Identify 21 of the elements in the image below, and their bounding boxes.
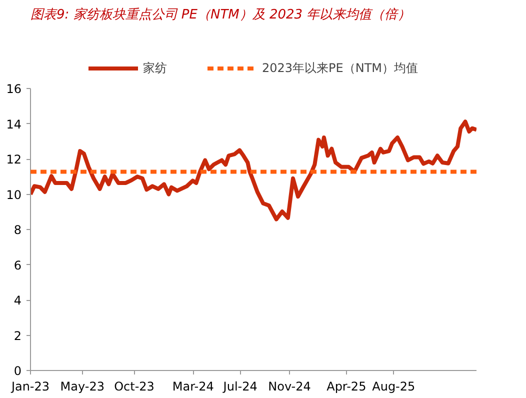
x-tick-label: Jul-24 <box>222 380 258 394</box>
y-tick-label: 4 <box>14 294 22 308</box>
x-tick-label: May-23 <box>60 380 104 394</box>
y-tick-label: 12 <box>6 152 22 166</box>
y-tick-label: 8 <box>14 223 22 237</box>
line-series <box>30 120 476 222</box>
x-tick-label: Apr-25 <box>326 380 366 394</box>
x-tick-label: Nov-24 <box>268 380 311 394</box>
y-tick-label: 6 <box>14 258 22 272</box>
x-tick-label: Aug-25 <box>372 380 416 394</box>
y-tick-label: 10 <box>6 188 22 202</box>
y-tick-label: 2 <box>14 328 22 343</box>
y-tick-label: 16 <box>6 82 22 96</box>
x-tick-label: Oct-23 <box>114 380 154 394</box>
y-tick-label: 14 <box>6 117 22 132</box>
legend-label: 2023年以来PE（NTM）均值 <box>262 60 418 76</box>
legend-label: 家纺 <box>142 60 167 76</box>
x-tick-label: Mar-24 <box>172 380 214 394</box>
y-tick-label: 0 <box>14 364 22 378</box>
chart-title: 图表9: 家纺板块重点公司 PE（NTM）及 2023 年以来均值（倍） <box>30 6 411 22</box>
x-tick-label: Jan-23 <box>10 380 50 394</box>
